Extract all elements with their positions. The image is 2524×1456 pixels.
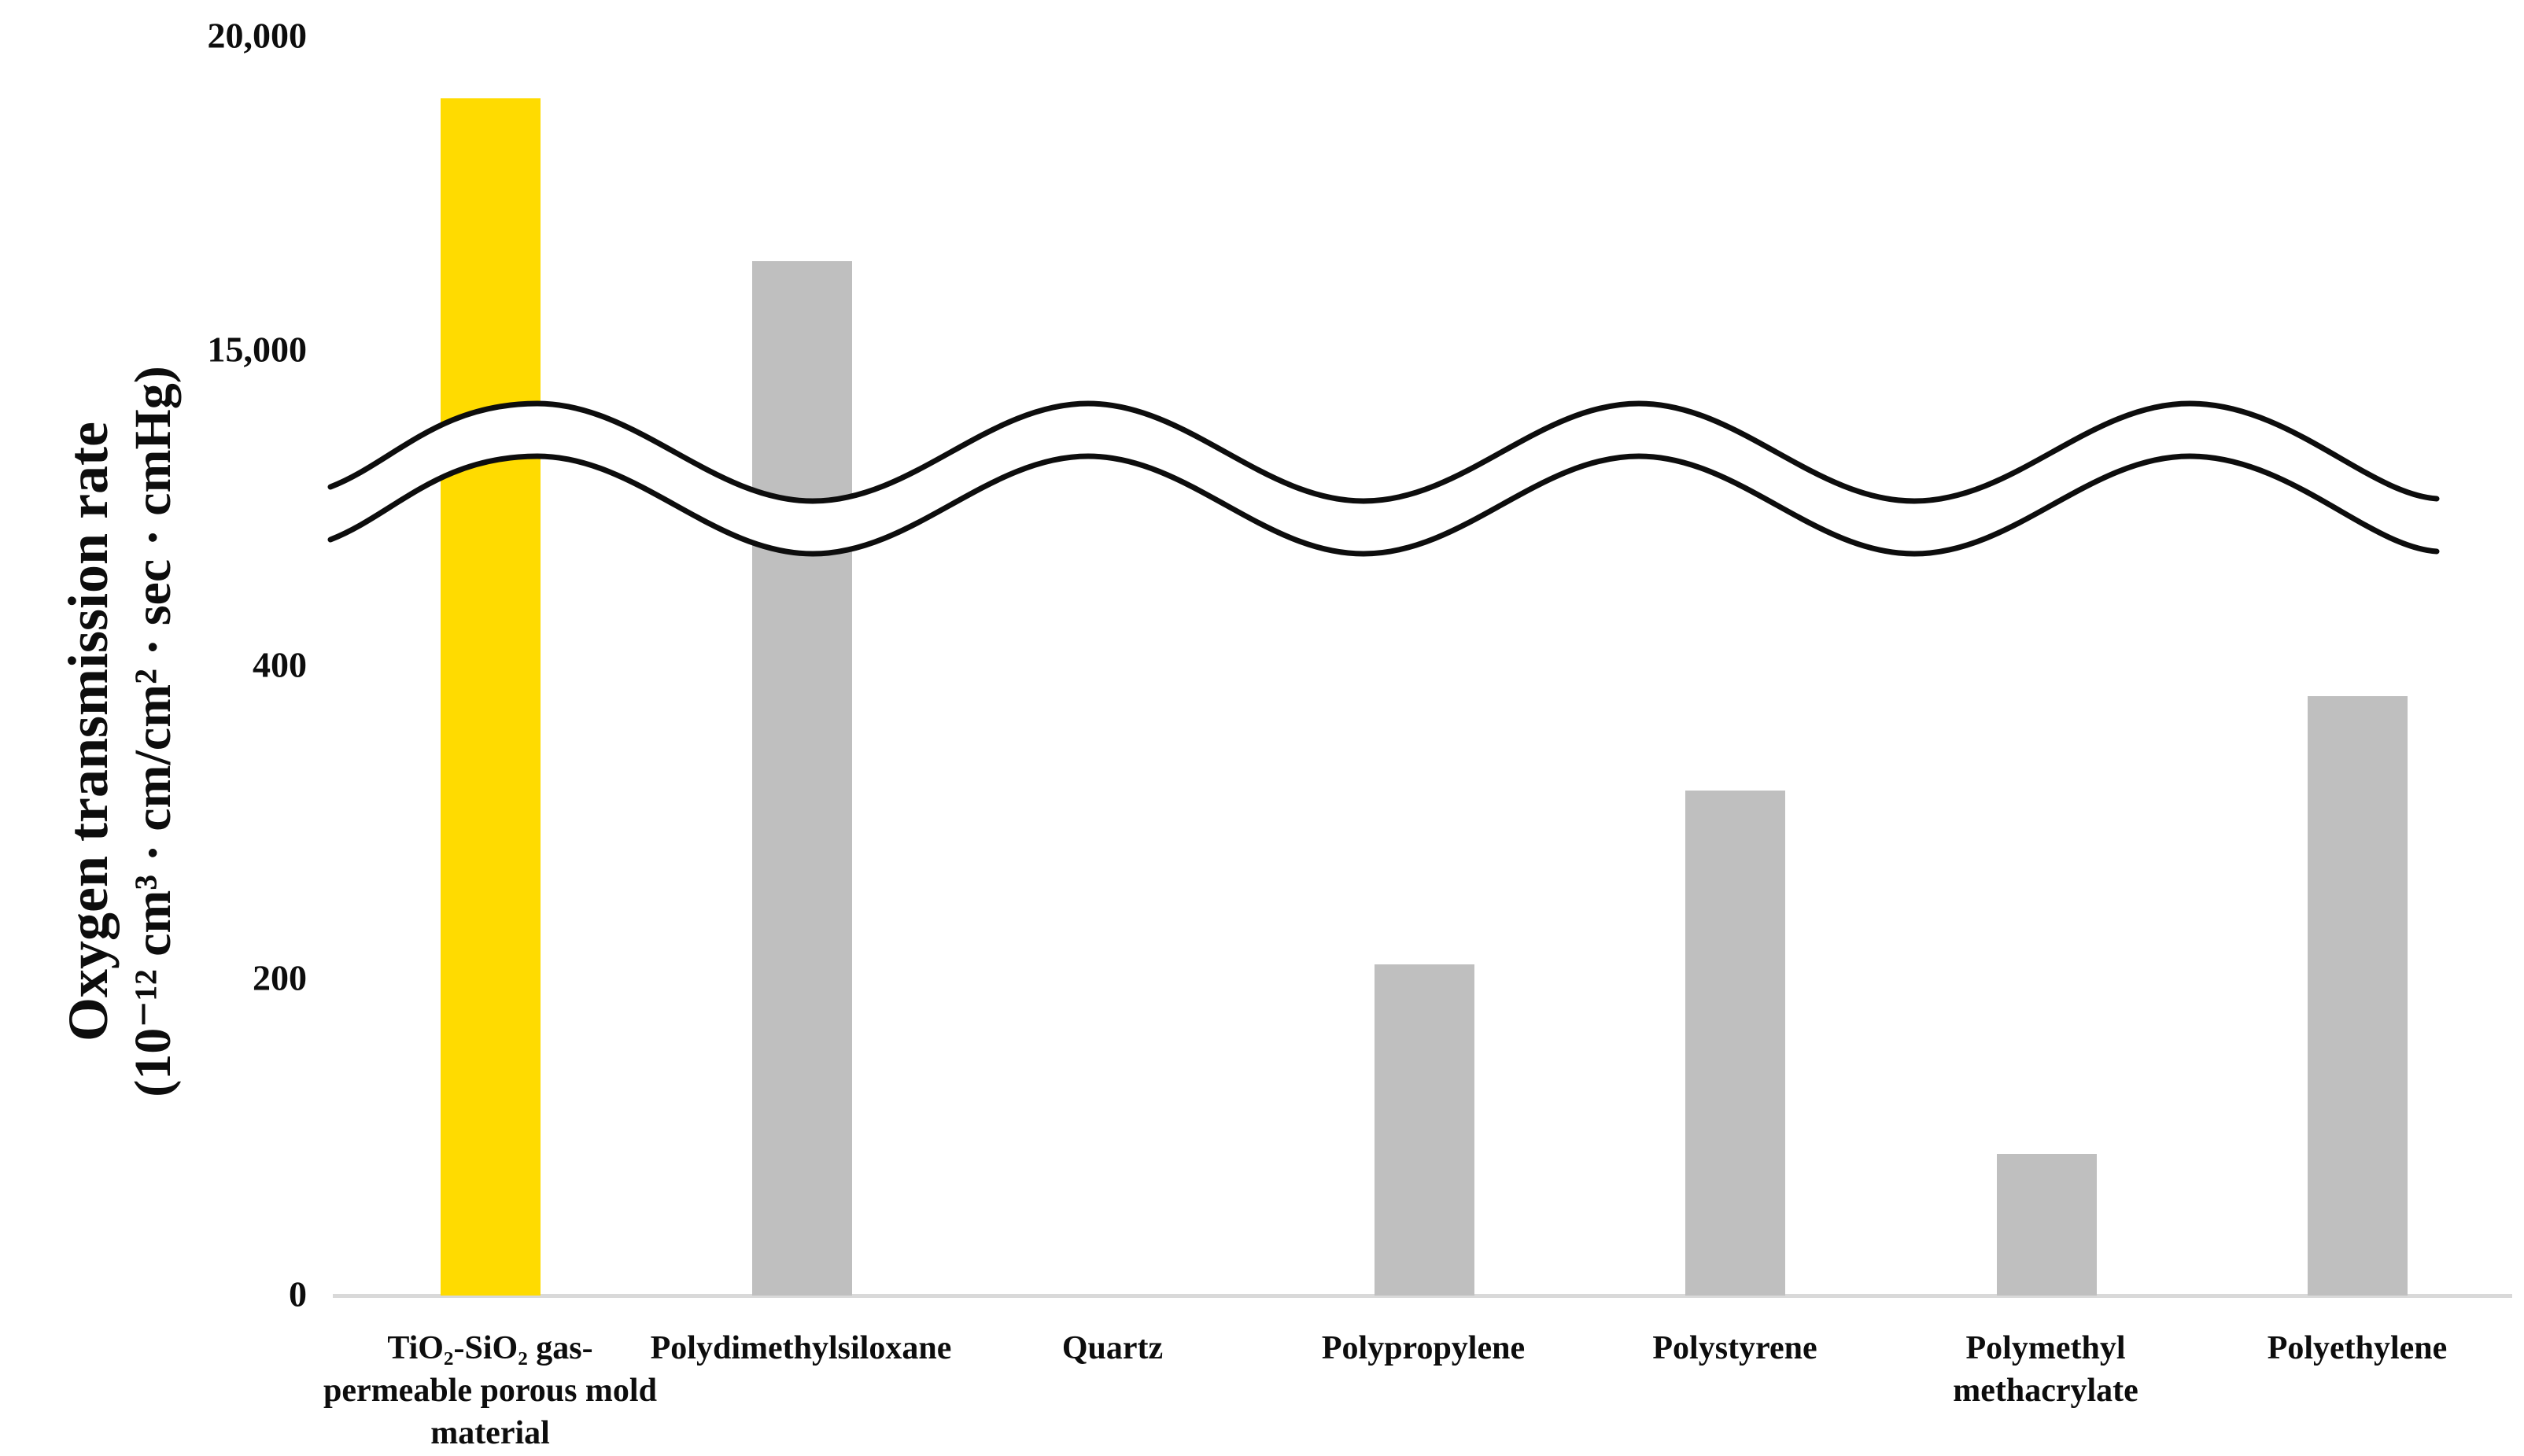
x-label-polydimethylsiloxane: Polydimethylsiloxane xyxy=(650,1330,952,1366)
x-label-polyethylene: Polyethylene xyxy=(2267,1330,2448,1366)
x-label-polymethyl-methacrylate: Polymethyl methacrylate xyxy=(1953,1330,2138,1409)
x-axis-line xyxy=(333,1294,2512,1298)
y-tick-15000: 15,000 xyxy=(207,329,308,370)
x-label-quartz: Quartz xyxy=(1061,1330,1164,1366)
x-label-tio2-sio2-mold: TiO₂-SiO₂ gas-permeable porous mold mate… xyxy=(323,1330,657,1451)
bar-0 xyxy=(441,98,541,1296)
y-tick-400: 400 xyxy=(253,644,307,685)
x-label-polystyrene: Polystyrene xyxy=(1652,1330,1817,1366)
x-label-polypropylene: Polypropylene xyxy=(1321,1330,1526,1366)
y-tick-20000: 20,000 xyxy=(207,15,308,56)
bar-1 xyxy=(751,261,852,1296)
bar-6 xyxy=(2308,696,2408,1296)
y-tick-200: 200 xyxy=(253,957,307,998)
y-tick-0: 0 xyxy=(289,1274,307,1314)
bar-5 xyxy=(1996,1153,2097,1296)
bar-4 xyxy=(1685,791,1786,1296)
bar-3 xyxy=(1374,964,1474,1296)
